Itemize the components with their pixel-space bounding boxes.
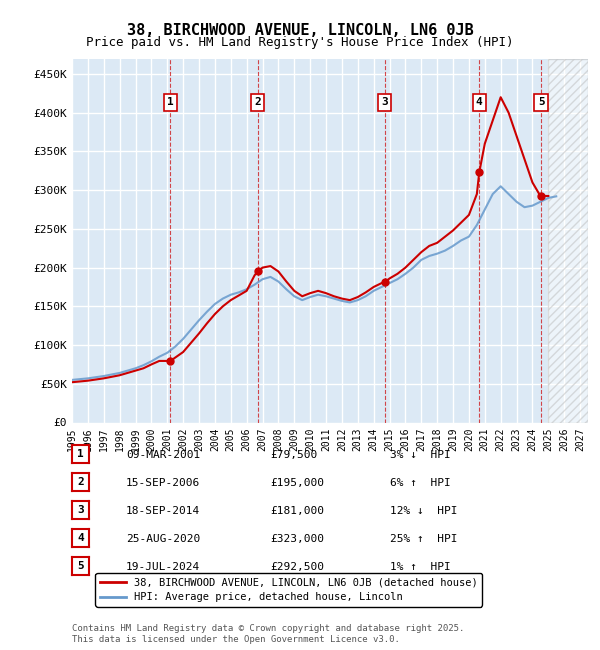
Text: £181,000: £181,000 xyxy=(270,506,324,516)
Legend: 38, BIRCHWOOD AVENUE, LINCOLN, LN6 0JB (detached house), HPI: Average price, det: 38, BIRCHWOOD AVENUE, LINCOLN, LN6 0JB (… xyxy=(95,573,482,606)
Text: 3% ↓  HPI: 3% ↓ HPI xyxy=(390,450,451,460)
Text: 15-SEP-2006: 15-SEP-2006 xyxy=(126,478,200,488)
Text: 3: 3 xyxy=(77,505,84,515)
Bar xyxy=(548,58,588,423)
Text: Price paid vs. HM Land Registry's House Price Index (HPI): Price paid vs. HM Land Registry's House … xyxy=(86,36,514,49)
Text: 25% ↑  HPI: 25% ↑ HPI xyxy=(390,534,458,544)
Text: 2: 2 xyxy=(254,98,261,107)
Text: 5: 5 xyxy=(77,561,84,571)
Text: 1: 1 xyxy=(167,98,174,107)
Text: 6% ↑  HPI: 6% ↑ HPI xyxy=(390,478,451,488)
Text: 1: 1 xyxy=(77,449,84,460)
Text: £79,500: £79,500 xyxy=(270,450,317,460)
Text: £323,000: £323,000 xyxy=(270,534,324,544)
Text: 4: 4 xyxy=(476,98,482,107)
Text: 09-MAR-2001: 09-MAR-2001 xyxy=(126,450,200,460)
Text: 1% ↑  HPI: 1% ↑ HPI xyxy=(390,562,451,572)
Text: 19-JUL-2024: 19-JUL-2024 xyxy=(126,562,200,572)
Text: 25-AUG-2020: 25-AUG-2020 xyxy=(126,534,200,544)
Text: 4: 4 xyxy=(77,533,84,543)
Text: £195,000: £195,000 xyxy=(270,478,324,488)
Text: 18-SEP-2014: 18-SEP-2014 xyxy=(126,506,200,516)
Text: Contains HM Land Registry data © Crown copyright and database right 2025.
This d: Contains HM Land Registry data © Crown c… xyxy=(72,624,464,644)
Text: 3: 3 xyxy=(382,98,388,107)
Text: 38, BIRCHWOOD AVENUE, LINCOLN, LN6 0JB: 38, BIRCHWOOD AVENUE, LINCOLN, LN6 0JB xyxy=(127,23,473,38)
Text: 5: 5 xyxy=(538,98,545,107)
Text: £292,500: £292,500 xyxy=(270,562,324,572)
Text: 2: 2 xyxy=(77,477,84,488)
Text: 12% ↓  HPI: 12% ↓ HPI xyxy=(390,506,458,516)
